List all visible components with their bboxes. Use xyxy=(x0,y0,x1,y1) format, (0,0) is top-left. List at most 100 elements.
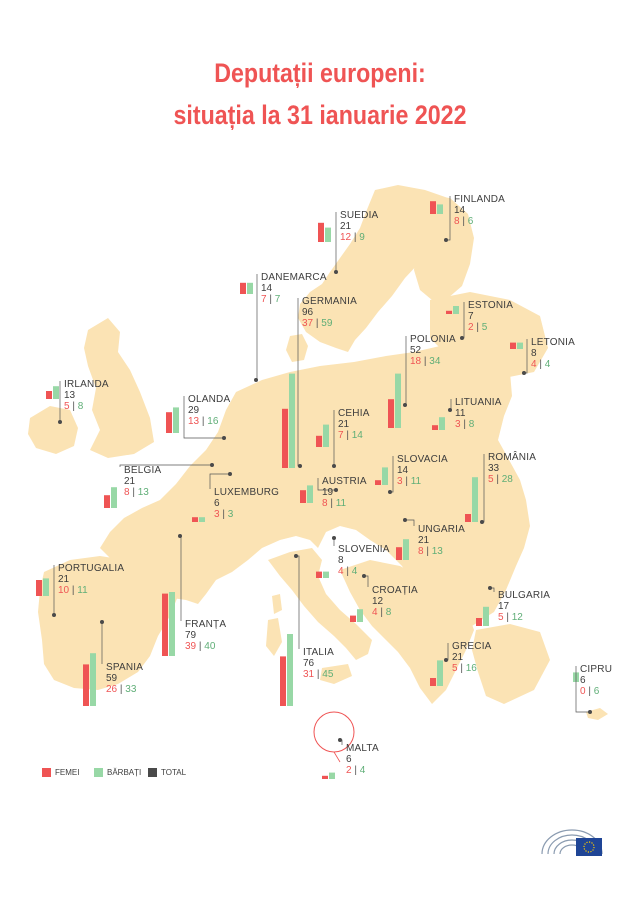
country-label-austria: AUSTRIA 19 8 | 11 xyxy=(322,476,367,509)
country-women: 4 xyxy=(531,359,537,370)
bar-women-grecia xyxy=(430,678,436,686)
country-label-suedia: SUEDIA 21 12 | 9 xyxy=(340,210,378,243)
country-label-slovacia: SLOVACIA 14 3 | 11 xyxy=(397,454,448,487)
country-total: 59 xyxy=(106,673,118,684)
separator: | xyxy=(585,686,594,697)
bar-women-slovacia xyxy=(375,480,381,485)
capital-dot-ungaria xyxy=(403,518,407,522)
bar-men-slovacia xyxy=(382,467,388,485)
country-total: 14 xyxy=(397,465,409,476)
legend-women-swatch xyxy=(42,768,51,778)
country-label-olanda: OLANDA 29 13 | 16 xyxy=(188,394,230,427)
country-men: 9 xyxy=(359,232,365,243)
country-women: 5 xyxy=(452,663,458,674)
country-name: UNGARIA xyxy=(418,524,465,535)
country-label-irlanda: IRLANDA 13 5 | 8 xyxy=(64,379,109,412)
country-label-luxemburg: LUXEMBURG 6 3 | 3 xyxy=(214,487,279,520)
bar-men-luxemburg xyxy=(199,517,205,522)
country-total: 13 xyxy=(64,390,76,401)
map-denmark xyxy=(286,334,308,362)
bar-men-olanda xyxy=(173,407,179,433)
country-women: 4 xyxy=(372,607,378,618)
country-name: OLANDA xyxy=(188,394,231,405)
separator: | xyxy=(343,430,352,441)
country-label-ungaria: UNGARIA 21 8 | 13 xyxy=(418,524,465,557)
bar-men-austria xyxy=(307,485,313,503)
separator: | xyxy=(457,663,466,674)
country-women: 5 xyxy=(498,612,504,623)
country-name: SLOVENIA xyxy=(338,544,390,555)
country-total: 8 xyxy=(338,555,344,566)
capital-dot-cipru xyxy=(588,710,592,714)
country-total: 11 xyxy=(455,408,466,419)
country-men: 16 xyxy=(207,416,219,427)
bar-women-suedia xyxy=(318,222,324,242)
country-men: 34 xyxy=(429,356,441,367)
country-total: 21 xyxy=(418,535,430,546)
capital-dot-austria xyxy=(334,488,338,492)
country-name: IRLANDA xyxy=(64,379,109,390)
bar-men-romania xyxy=(472,477,478,522)
country-name: FINLANDA xyxy=(454,194,506,205)
capital-dot-malta xyxy=(338,738,342,742)
country-men: 6 xyxy=(467,216,474,227)
country-label-letonia: LETONIA 8 4 | 4 xyxy=(531,337,575,370)
capital-dot-slovacia xyxy=(388,490,392,494)
separator: | xyxy=(343,566,352,577)
country-name: ITALIA xyxy=(303,647,335,658)
separator: | xyxy=(351,232,360,243)
country-name: GERMANIA xyxy=(302,296,357,307)
bar-men-grecia xyxy=(437,660,443,686)
country-label-estonia: ESTONIA 7 2 | 5 xyxy=(468,300,513,333)
bar-women-belgia xyxy=(104,495,110,508)
bar-women-cehia xyxy=(316,435,322,447)
legend-women: FEMEI xyxy=(42,768,79,778)
capital-dot-italia xyxy=(294,554,298,558)
capital-dot-grecia xyxy=(444,658,448,662)
bar-women-irlanda xyxy=(46,391,52,399)
country-total: 6 xyxy=(580,675,586,686)
country-women: 8 xyxy=(124,487,130,498)
separator: | xyxy=(314,669,323,680)
country-women: 8 xyxy=(454,216,460,227)
separator: | xyxy=(69,401,78,412)
country-name: SLOVACIA xyxy=(397,454,448,465)
country-label-cipru: CIPRU 6 0 | 6 xyxy=(580,664,612,697)
bar-men-danemarca xyxy=(247,282,253,294)
european-parliament-logo xyxy=(541,829,603,856)
country-men: 8 xyxy=(77,401,84,412)
country-men: 28 xyxy=(501,474,513,485)
separator: | xyxy=(402,476,411,487)
country-total: 33 xyxy=(488,463,500,474)
country-total: 19 xyxy=(322,487,334,498)
country-total: 79 xyxy=(185,630,197,641)
map-baltics xyxy=(430,292,548,378)
bar-women-spania xyxy=(83,664,89,706)
country-women: 26 xyxy=(106,684,118,695)
country-men: 6 xyxy=(593,686,600,697)
country-total: 17 xyxy=(498,601,510,612)
country-men: 16 xyxy=(465,663,477,674)
bar-men-suedia xyxy=(325,227,331,242)
bar-women-croatia xyxy=(350,615,356,622)
capital-dot-olanda xyxy=(222,436,226,440)
country-label-slovenia: SLOVENIA 8 4 | 4 xyxy=(338,544,390,577)
bar-men-lituania xyxy=(439,417,445,430)
capital-dot-franta xyxy=(178,534,182,538)
map-sardinia xyxy=(266,618,282,656)
map-cyprus xyxy=(586,708,608,720)
country-total: 21 xyxy=(124,476,136,487)
capital-dot-polonia xyxy=(403,403,407,407)
country-men: 59 xyxy=(321,318,333,329)
title-line-2: situația la 31 ianuarie 2022 xyxy=(173,100,467,130)
country-men: 33 xyxy=(125,684,137,695)
capital-dot-romania xyxy=(480,520,484,524)
capital-dot-portugalia xyxy=(52,613,56,617)
capital-dot-estonia xyxy=(460,336,464,340)
country-total: 21 xyxy=(58,574,70,585)
country-label-bulgaria: BULGARIA 17 5 | 12 xyxy=(498,590,550,623)
country-name: FRANȚA xyxy=(185,619,227,630)
country-men: 3 xyxy=(227,509,234,520)
capital-dot-finlanda xyxy=(444,238,448,242)
country-name: GRECIA xyxy=(452,641,492,652)
